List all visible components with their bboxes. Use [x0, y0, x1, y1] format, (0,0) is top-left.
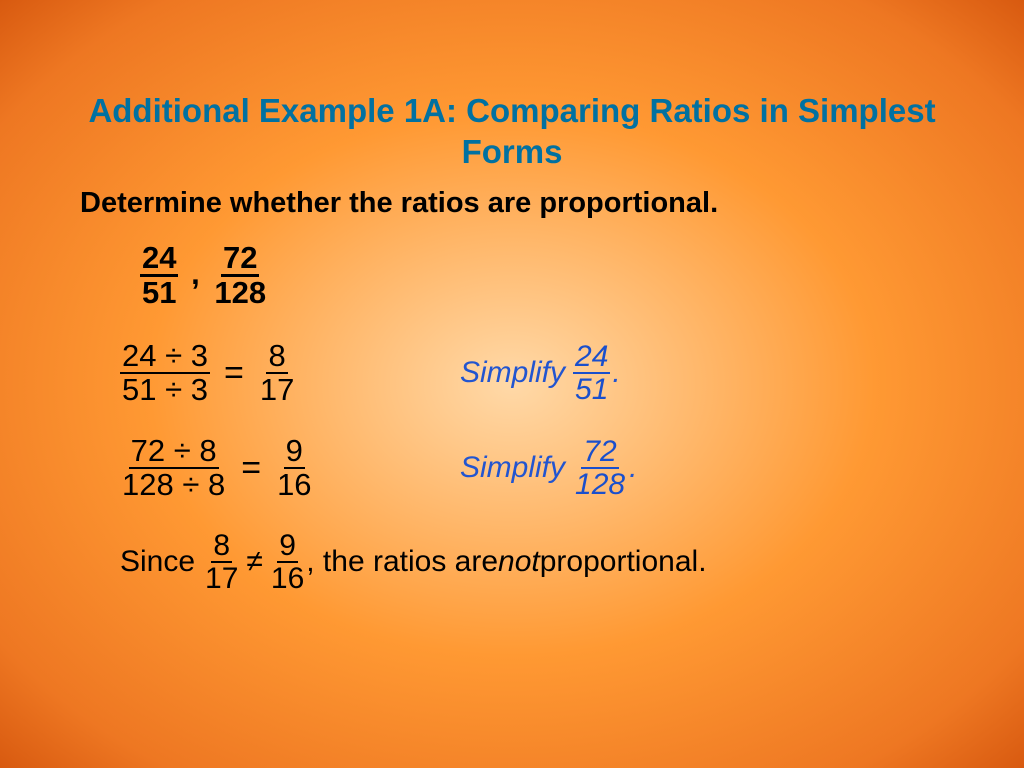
conclusion-mid: , the ratios are — [306, 545, 498, 579]
simplify-word: Simplify — [460, 451, 565, 485]
conclusion-frac-2: 9 16 — [269, 530, 306, 595]
not-equal-sign: ≠ — [246, 545, 262, 579]
step-1: 24 ÷ 3 51 ÷ 3 = 8 17 Simplify 24 51 . — [60, 340, 964, 407]
not-word: not — [498, 545, 540, 579]
given-ratios: 24 51 , 72 128 — [60, 242, 964, 310]
given-frac-2: 72 128 — [212, 242, 268, 310]
step-2: 72 ÷ 8 128 ÷ 8 = 9 16 Simplify 72 128 . — [60, 435, 964, 502]
conclusion: Since 8 17 ≠ 9 16 , the ratios are not p… — [60, 530, 964, 595]
equals-sign: = — [241, 449, 261, 488]
period: . — [612, 356, 620, 390]
step-1-right-frac: 8 17 — [258, 340, 296, 407]
step-1-equation: 24 ÷ 3 51 ÷ 3 = 8 17 — [120, 340, 460, 407]
step-2-explain: Simplify 72 128 . — [460, 436, 637, 501]
given-frac-1: 24 51 — [140, 242, 178, 310]
slide-subtitle: Determine whether the ratios are proport… — [60, 187, 964, 220]
step-1-left-frac: 24 ÷ 3 51 ÷ 3 — [120, 340, 210, 407]
slide-content: Additional Example 1A: Comparing Ratios … — [0, 0, 1024, 635]
conclusion-frac-1: 8 17 — [203, 530, 240, 595]
conclusion-post: proportional. — [540, 545, 707, 579]
step-2-explain-frac: 72 128 — [573, 436, 627, 501]
conclusion-pre: Since — [120, 545, 195, 579]
equals-sign: = — [224, 354, 244, 393]
simplify-word: Simplify — [460, 356, 565, 390]
step-2-right-frac: 9 16 — [275, 435, 313, 502]
step-2-left-frac: 72 ÷ 8 128 ÷ 8 — [120, 435, 227, 502]
comma: , — [191, 256, 200, 291]
slide-title: Additional Example 1A: Comparing Ratios … — [60, 90, 964, 173]
period: . — [629, 451, 637, 485]
step-2-equation: 72 ÷ 8 128 ÷ 8 = 9 16 — [120, 435, 460, 502]
step-1-explain-frac: 24 51 — [573, 341, 610, 406]
step-1-explain: Simplify 24 51 . — [460, 341, 621, 406]
